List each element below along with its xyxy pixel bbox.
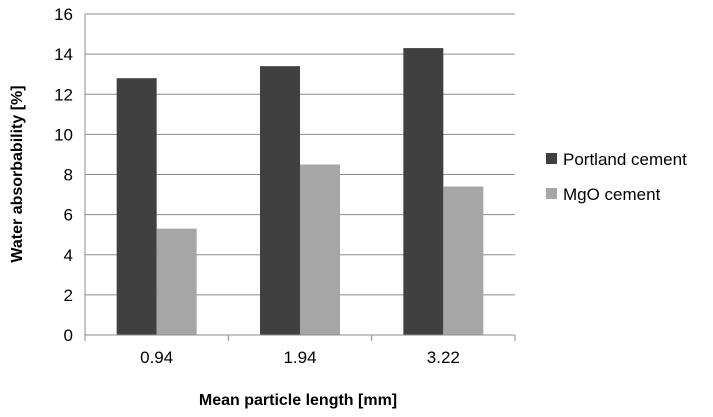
y-tick-label: 8 — [64, 166, 73, 185]
legend-label-mgo: MgO cement — [563, 185, 661, 204]
x-tick-label: 0.94 — [140, 348, 173, 367]
bars — [116, 48, 484, 335]
x-tick-label: 3.22 — [427, 348, 460, 367]
bar-portland-0.94 — [116, 78, 157, 335]
bar-mgo-0.94 — [156, 228, 197, 335]
y-tick-label: 12 — [54, 85, 73, 104]
y-tick-label: 4 — [64, 246, 73, 265]
y-tick-label: 6 — [64, 206, 73, 225]
x-tick-labels: 0.94 1.94 3.22 — [140, 348, 460, 367]
bar-mgo-1.94 — [300, 164, 340, 335]
y-tick-label: 0 — [64, 326, 73, 345]
y-tick-label: 10 — [54, 125, 73, 144]
y-tick-labels: 0 2 4 6 8 10 12 14 16 — [54, 5, 73, 345]
x-axis-title: Mean particle length [mm] — [199, 392, 397, 409]
bar-portland-1.94 — [260, 66, 300, 335]
legend-label-portland: Portland cement — [563, 150, 687, 169]
legend-swatch-portland — [546, 153, 557, 164]
legend: Portland cement MgO cement — [546, 150, 687, 204]
y-tick-label: 2 — [64, 286, 73, 305]
bar-portland-3.22 — [403, 48, 444, 335]
y-axis-title: Water absorbability [%] — [9, 85, 26, 262]
bar-mgo-3.22 — [443, 186, 484, 335]
y-tick-label: 16 — [54, 5, 73, 24]
x-tick-label: 1.94 — [283, 348, 316, 367]
axes — [84, 14, 516, 341]
y-tick-label: 14 — [54, 45, 73, 64]
legend-swatch-mgo — [546, 188, 557, 199]
